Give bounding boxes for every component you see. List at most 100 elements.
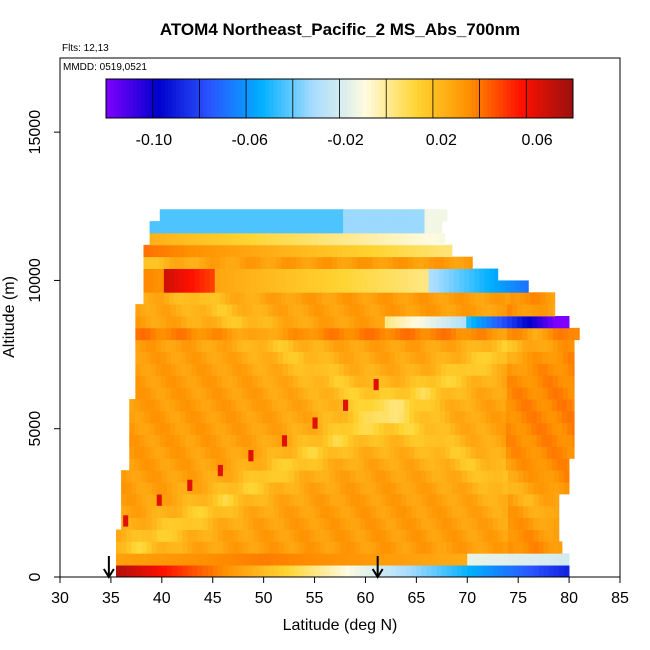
heatmap-cell [495, 399, 502, 412]
heatmap-cell [420, 316, 426, 329]
heatmap-cell [190, 434, 196, 447]
heatmap-cell [359, 375, 365, 388]
heatmap-cell [161, 529, 168, 542]
heatmap-cell [465, 422, 471, 436]
heatmap-cell [464, 280, 470, 293]
heatmap-cell [220, 399, 227, 412]
heatmap-cell [374, 387, 381, 400]
heatmap-cell [288, 375, 294, 388]
heatmap-cell [189, 280, 195, 293]
heatmap-cell [462, 493, 468, 507]
heatmap-cell [309, 505, 315, 519]
heatmap-cell [211, 316, 218, 329]
heatmap-cell [512, 304, 518, 317]
heatmap-cell [385, 565, 392, 578]
heatmap-cell [377, 280, 384, 293]
heatmap-cell [345, 553, 351, 566]
heatmap-cell [286, 292, 292, 305]
heatmap-cell [450, 387, 457, 400]
heatmap-cell [278, 482, 285, 495]
heatmap-cell [251, 209, 257, 222]
heatmap-cell [153, 292, 160, 305]
heatmap-cell [472, 470, 478, 483]
heatmap-cell [426, 541, 433, 554]
heatmap-cell [172, 529, 178, 542]
heatmap-cell [179, 256, 185, 269]
heatmap-cell [500, 422, 507, 436]
heatmap-cell [502, 517, 509, 530]
heatmap-cell [212, 505, 219, 519]
heatmap-cell [365, 482, 371, 495]
colorbar-swatch [296, 79, 302, 118]
heatmap-cell [263, 565, 270, 578]
heatmap-cell [263, 541, 270, 554]
heatmap-cell [511, 434, 517, 447]
heatmap-cell [252, 351, 258, 364]
heatmap-cell [219, 268, 226, 281]
heatmap-cell [333, 351, 340, 364]
heatmap-cell [243, 553, 249, 566]
heatmap-cell [404, 458, 410, 471]
heatmap-cell [426, 565, 433, 578]
colorbar-swatch [386, 79, 391, 118]
heatmap-cell [385, 482, 392, 495]
heatmap-cell [405, 363, 411, 376]
heatmap-cell [185, 232, 191, 246]
heatmap-cell [441, 505, 448, 519]
heatmap-cell [189, 244, 195, 258]
heatmap-cell [411, 553, 417, 566]
heatmap-cell [467, 553, 473, 566]
heatmap-cell [187, 553, 193, 566]
heatmap-cell [433, 256, 440, 269]
heatmap-cell [268, 565, 275, 578]
colorbar-swatch [483, 79, 488, 118]
heatmap-cell [144, 458, 150, 471]
heatmap-cell [506, 316, 513, 329]
heatmap-cell [281, 232, 288, 246]
heatmap-cell [258, 505, 265, 519]
heatmap-cell [518, 517, 524, 530]
heatmap-cell [388, 232, 395, 246]
heatmap-cell [400, 304, 406, 317]
colorbar-swatch [277, 79, 282, 118]
heatmap-cell [247, 316, 253, 329]
heatmap-cell [378, 221, 385, 234]
heatmap-cell [182, 505, 188, 519]
heatmap-cell [236, 399, 242, 412]
heatmap-cell [511, 399, 517, 412]
heatmap-cell [382, 268, 389, 281]
heatmap-cell [313, 363, 320, 376]
heatmap-cell [533, 505, 539, 519]
heatmap-cell [449, 410, 456, 424]
heatmap-cell [316, 256, 323, 269]
heatmap-cell [184, 244, 190, 258]
heatmap-cell [322, 232, 329, 246]
heatmap-cell [497, 505, 504, 519]
heatmap-cell [228, 553, 234, 566]
heatmap-cell [323, 304, 330, 317]
heatmap-cell [211, 363, 218, 376]
heatmap-cell [353, 410, 359, 424]
heatmap-cell [151, 517, 158, 530]
colorbar-swatch [292, 79, 298, 118]
heatmap-cell [567, 434, 573, 447]
heatmap-cell [337, 422, 344, 436]
heatmap-cell [345, 517, 351, 530]
heatmap-cell [163, 292, 170, 305]
heatmap-cell [398, 280, 404, 293]
heatmap-cell [215, 221, 222, 234]
heatmap-cell [573, 375, 575, 388]
heatmap-cell [313, 304, 320, 317]
heatmap-cell [141, 505, 147, 519]
heatmap-cell [358, 209, 364, 222]
heatmap-cell [480, 458, 486, 471]
heatmap-cell [537, 375, 544, 388]
heatmap-cell [230, 244, 236, 258]
heatmap-cell [205, 446, 212, 459]
heatmap-cell [352, 268, 358, 281]
heatmap-cell [215, 410, 222, 424]
heatmap-cell [364, 327, 370, 341]
heatmap-cell [477, 541, 483, 554]
heatmap-cell [573, 363, 575, 376]
heatmap-cell [194, 292, 200, 305]
